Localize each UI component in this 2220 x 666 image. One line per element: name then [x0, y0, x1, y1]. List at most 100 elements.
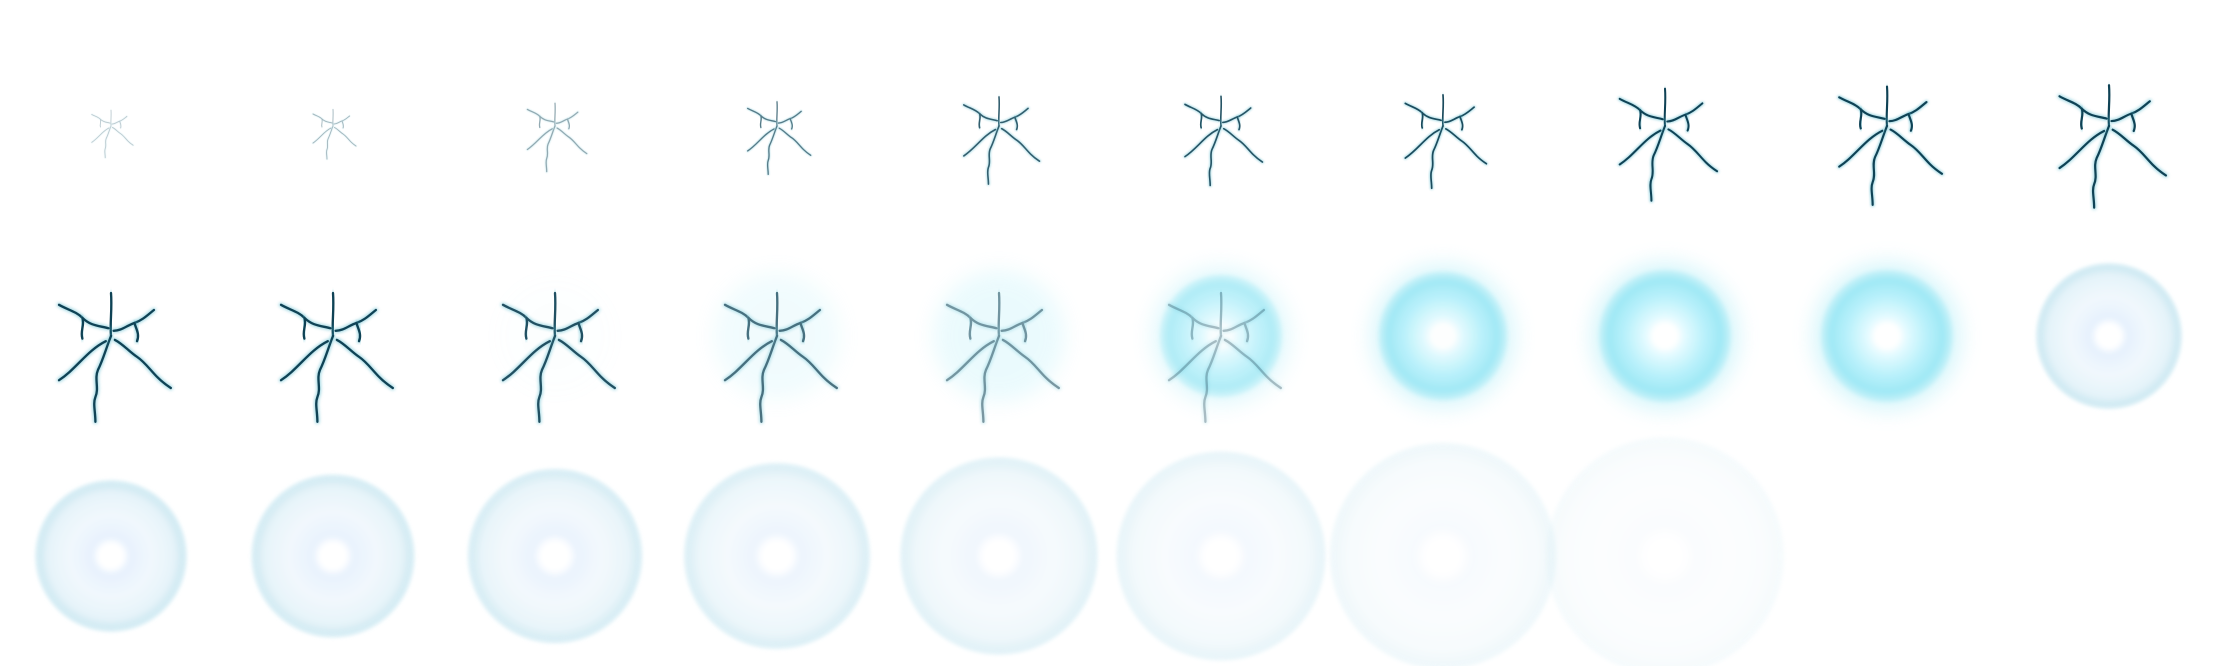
crack-lines	[962, 95, 1041, 186]
crack-line-4	[723, 340, 773, 382]
crack-line-6	[1222, 127, 1264, 163]
crack-lines	[2057, 83, 2168, 210]
sprite-frame-7	[1403, 93, 1488, 190]
crack-edge-2	[325, 125, 334, 160]
crack-edge-1	[1218, 291, 1224, 339]
crack-line-4	[57, 340, 107, 382]
crack-line-8	[1638, 109, 1642, 130]
glow-core	[1378, 271, 1508, 401]
crack-edge-8	[538, 115, 542, 129]
shock-ring	[684, 463, 870, 649]
crack-line-8	[302, 316, 307, 340]
crack-edge-8	[320, 118, 324, 128]
crack-lines	[1166, 291, 1283, 424]
crack-line-6	[1889, 128, 1944, 175]
crack-lines	[944, 291, 1061, 424]
sprite-frame-25	[901, 458, 1097, 654]
crack-line-7	[566, 118, 571, 130]
crack-line-7	[1236, 116, 1241, 131]
sprite-frame-16	[1151, 266, 1291, 424]
sprite-frame-4	[746, 100, 812, 176]
crack-line-7	[789, 118, 793, 130]
crack-line-4	[963, 128, 997, 157]
crack-line-1	[775, 291, 779, 338]
shock-ring-edge	[252, 475, 414, 637]
crack-line-4	[747, 128, 775, 152]
crack-line-7	[133, 321, 140, 343]
shock-ring-edge	[901, 458, 1097, 654]
crack-edge-2	[1202, 333, 1224, 424]
shock-ring	[1546, 437, 1784, 666]
crack-lines	[56, 291, 173, 424]
crack-line-1	[331, 291, 335, 338]
crack-line-8	[538, 115, 541, 129]
crack-line-4	[945, 340, 995, 382]
crack-line-2	[537, 334, 557, 423]
crack-line-2	[766, 125, 778, 176]
crack-line-6	[1667, 128, 1719, 173]
crack-line-4	[501, 340, 551, 382]
sprite-frame-14	[713, 272, 841, 424]
crack-edge-5	[333, 115, 351, 125]
crack-line-2	[1203, 334, 1223, 423]
crack-line-1	[1663, 87, 1667, 128]
crack-line-8	[321, 118, 323, 128]
crack-line-1	[109, 291, 113, 338]
crack-line-4	[1618, 129, 1662, 166]
crack-edge-5	[333, 307, 378, 333]
sprite-frame-13	[500, 291, 617, 424]
sprite-frame-1	[90, 109, 134, 159]
shock-ring-edge	[684, 463, 870, 649]
crack-line-6	[778, 127, 812, 156]
sprite-frame-11	[56, 291, 173, 424]
crack-line-6	[557, 338, 616, 390]
crack-edge-5	[2109, 99, 2152, 124]
crack-edge-5	[555, 111, 579, 125]
crack-line-7	[341, 120, 344, 129]
crack-edge-4	[312, 127, 332, 144]
crack-edge-7	[341, 120, 345, 129]
crack-line-8	[99, 118, 102, 128]
crack-line-8	[759, 115, 762, 129]
sprite-frame-9	[1837, 84, 1944, 207]
crack-lines	[526, 102, 588, 173]
crack-edge-2	[104, 125, 112, 159]
crack-edge-5	[777, 110, 803, 125]
sprite-frame-22	[252, 475, 414, 637]
crack-edge-8	[99, 118, 102, 128]
crack-line-8	[1190, 316, 1195, 340]
shock-ring	[2037, 264, 2181, 408]
crack-line-1	[1441, 94, 1445, 127]
crack-line-2	[93, 334, 113, 423]
crack-line-2	[1208, 125, 1222, 187]
crack-edge-7	[566, 117, 571, 130]
sprite-frame-6	[1183, 94, 1264, 187]
crack-edge-6	[111, 126, 134, 147]
crack-line-1	[2107, 84, 2111, 128]
crack-edge-4	[90, 127, 110, 144]
crack-line-4	[2058, 129, 2106, 170]
crack-line-4	[1404, 128, 1441, 159]
crack-line-8	[968, 316, 973, 340]
sprite-frame-8	[1617, 86, 1719, 203]
crack-edge-6	[1222, 337, 1283, 391]
shock-ring-edge	[36, 481, 186, 631]
crack-line-8	[978, 112, 981, 129]
crack-line-4	[91, 127, 110, 143]
crack-edge-2	[544, 124, 557, 173]
crack-line-4	[1838, 129, 1884, 168]
glow-core	[1599, 270, 1731, 402]
crack-line-2	[981, 334, 1001, 423]
sprite-frame-12	[278, 291, 395, 424]
crack-line-7	[119, 120, 122, 129]
crack-line-1	[1219, 291, 1223, 338]
sprite-frame-23	[468, 469, 642, 643]
crack-line-1	[1885, 85, 1889, 128]
shock-ring-edge	[1546, 437, 1784, 666]
shock-ring	[1330, 443, 1556, 666]
crack-line-7	[355, 321, 362, 343]
crack-edge-5	[111, 307, 156, 333]
crack-edge-5	[1221, 106, 1253, 124]
crack-lines	[746, 100, 812, 176]
crack-line-2	[1870, 124, 1889, 206]
